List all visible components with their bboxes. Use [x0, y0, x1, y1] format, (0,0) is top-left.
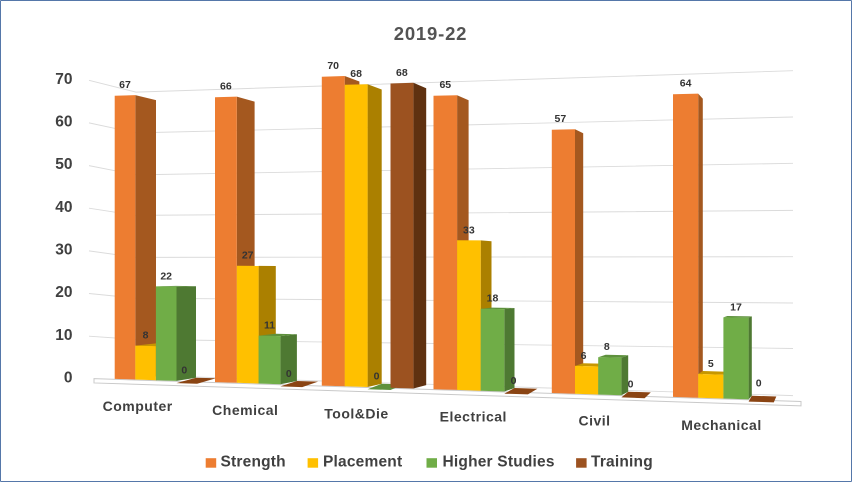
svg-text:50: 50 — [55, 156, 72, 173]
svg-text:65: 65 — [439, 79, 451, 91]
svg-text:2019-22: 2019-22 — [394, 23, 468, 44]
svg-text:11: 11 — [264, 320, 275, 332]
svg-text:30: 30 — [55, 242, 72, 259]
svg-text:8: 8 — [143, 330, 149, 342]
svg-text:17: 17 — [730, 301, 742, 313]
svg-text:0: 0 — [286, 368, 292, 380]
svg-text:40: 40 — [55, 199, 72, 216]
svg-text:68: 68 — [396, 67, 408, 79]
svg-text:67: 67 — [119, 79, 131, 91]
svg-text:57: 57 — [555, 113, 567, 125]
svg-text:60: 60 — [55, 114, 72, 131]
svg-text:Strength: Strength — [221, 454, 286, 471]
svg-text:6: 6 — [581, 350, 587, 362]
svg-text:Mechanical: Mechanical — [681, 417, 761, 433]
svg-text:66: 66 — [220, 81, 232, 93]
svg-text:8: 8 — [604, 341, 610, 353]
svg-text:27: 27 — [242, 250, 254, 262]
svg-text:Electrical: Electrical — [440, 408, 507, 424]
svg-text:18: 18 — [487, 293, 499, 305]
svg-text:Higher Studies: Higher Studies — [443, 454, 555, 471]
svg-text:0: 0 — [511, 375, 517, 387]
svg-text:Computer: Computer — [103, 398, 173, 414]
svg-text:Training: Training — [591, 454, 653, 471]
svg-text:70: 70 — [327, 60, 339, 72]
svg-text:0: 0 — [64, 369, 73, 386]
svg-text:22: 22 — [160, 270, 172, 282]
svg-text:Tool&Die: Tool&Die — [324, 405, 388, 421]
svg-text:68: 68 — [350, 68, 362, 80]
svg-text:64: 64 — [680, 78, 692, 90]
svg-text:0: 0 — [628, 379, 634, 391]
svg-text:0: 0 — [756, 378, 762, 390]
svg-text:Placement: Placement — [323, 454, 402, 471]
svg-text:0: 0 — [374, 371, 380, 383]
svg-text:20: 20 — [55, 284, 72, 301]
svg-text:33: 33 — [463, 224, 475, 236]
svg-text:70: 70 — [55, 71, 72, 88]
svg-text:Civil: Civil — [578, 413, 610, 429]
svg-text:5: 5 — [708, 358, 714, 370]
svg-text:10: 10 — [55, 327, 72, 344]
svg-text:0: 0 — [181, 365, 187, 377]
svg-text:Chemical: Chemical — [212, 402, 278, 418]
